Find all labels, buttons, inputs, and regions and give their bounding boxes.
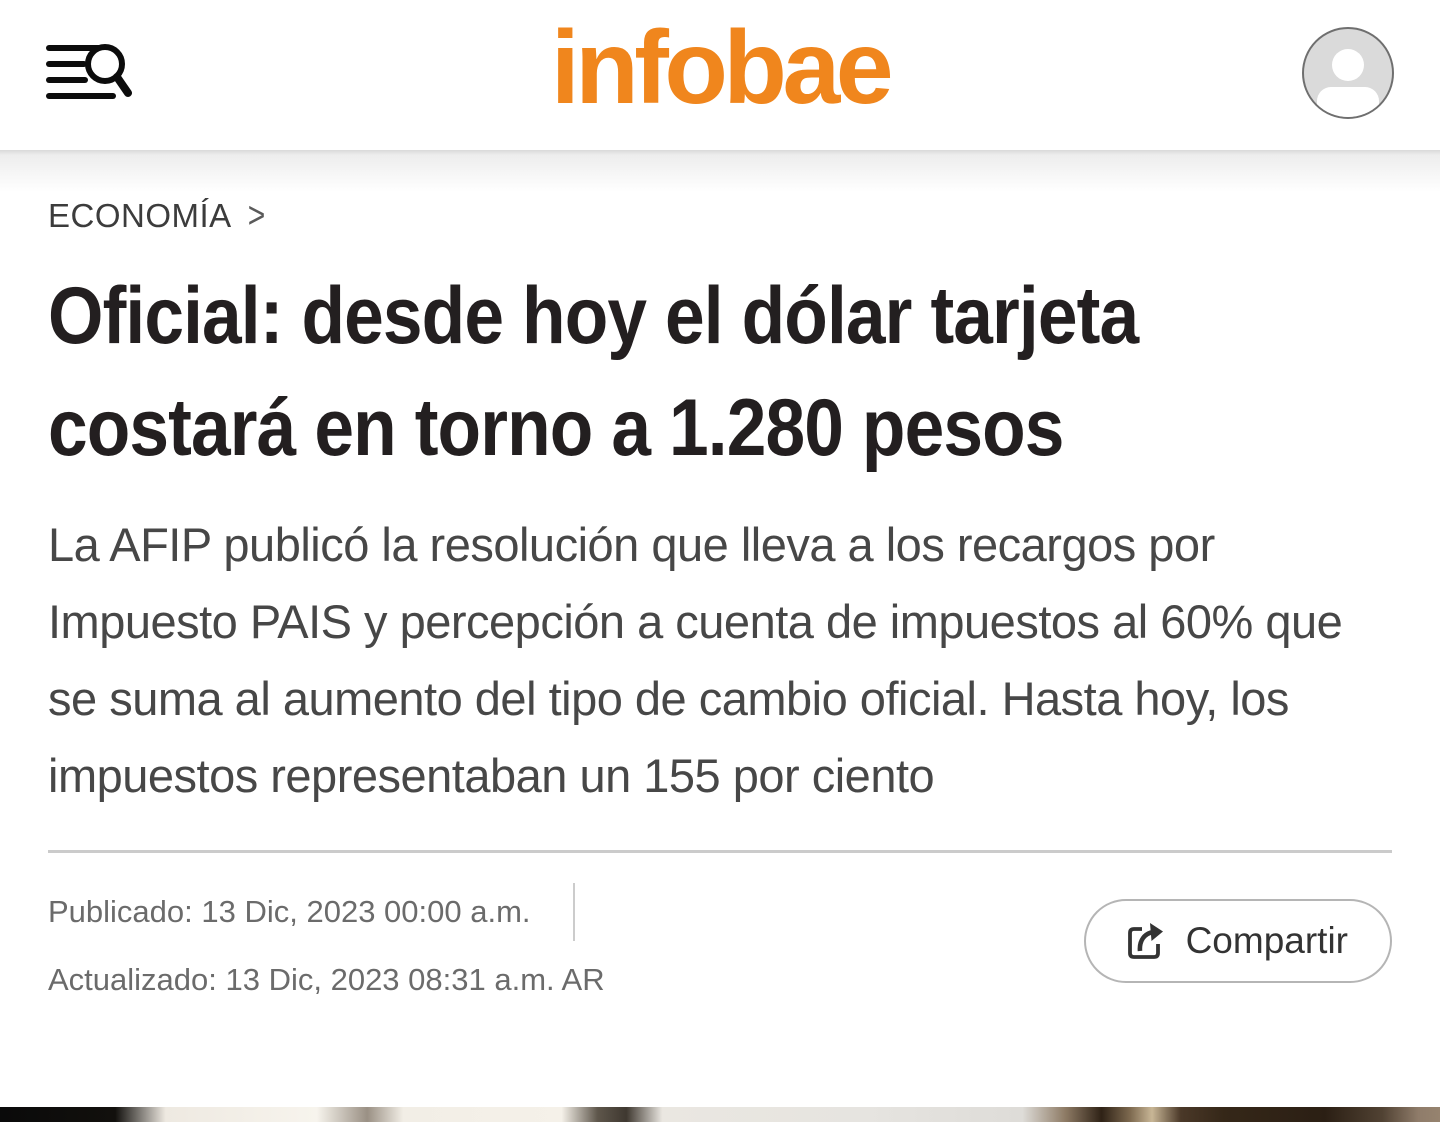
- headline-line-1: Oficial: desde hoy el dólar tarjeta: [48, 271, 1139, 361]
- article-main: ECONOMÍA > Oficial: desde hoy el dólar t…: [0, 150, 1440, 999]
- menu-search-button[interactable]: [44, 40, 132, 106]
- meta-divider: [572, 883, 575, 941]
- meta-share-row: Publicado: 13 Dic, 2023 00:00 a.m. Actua…: [48, 883, 1392, 999]
- chevron-right-icon: >: [247, 194, 266, 236]
- updated-timestamp: Actualizado: 13 Dic, 2023 08:31 a.m. AR: [48, 962, 605, 997]
- profile-avatar-button[interactable]: [1302, 27, 1394, 119]
- share-icon: [1127, 923, 1163, 960]
- menu-search-icon: [46, 44, 132, 99]
- article-headline: Oficial: desde hoy el dólar tarjeta cost…: [48, 260, 1392, 484]
- category-link-economia[interactable]: ECONOMÍA >: [48, 195, 266, 236]
- share-button[interactable]: Compartir: [1083, 899, 1392, 984]
- section-divider: [48, 850, 1392, 853]
- headline-line-2: costará en torno a 1.280 pesos: [48, 383, 1064, 473]
- share-label: Compartir: [1185, 920, 1348, 961]
- site-header: infobae: [0, 0, 1440, 192]
- category-label: ECONOMÍA: [48, 197, 232, 234]
- article-meta: Publicado: 13 Dic, 2023 00:00 a.m. Actua…: [48, 883, 605, 999]
- article-image-strip: [0, 1107, 1440, 1122]
- infobae-logo[interactable]: infobae: [550, 10, 894, 126]
- published-timestamp: Publicado: 13 Dic, 2023 00:00 a.m.: [48, 894, 531, 929]
- article-deck: La AFIP publicó la resolución que lleva …: [48, 518, 1343, 802]
